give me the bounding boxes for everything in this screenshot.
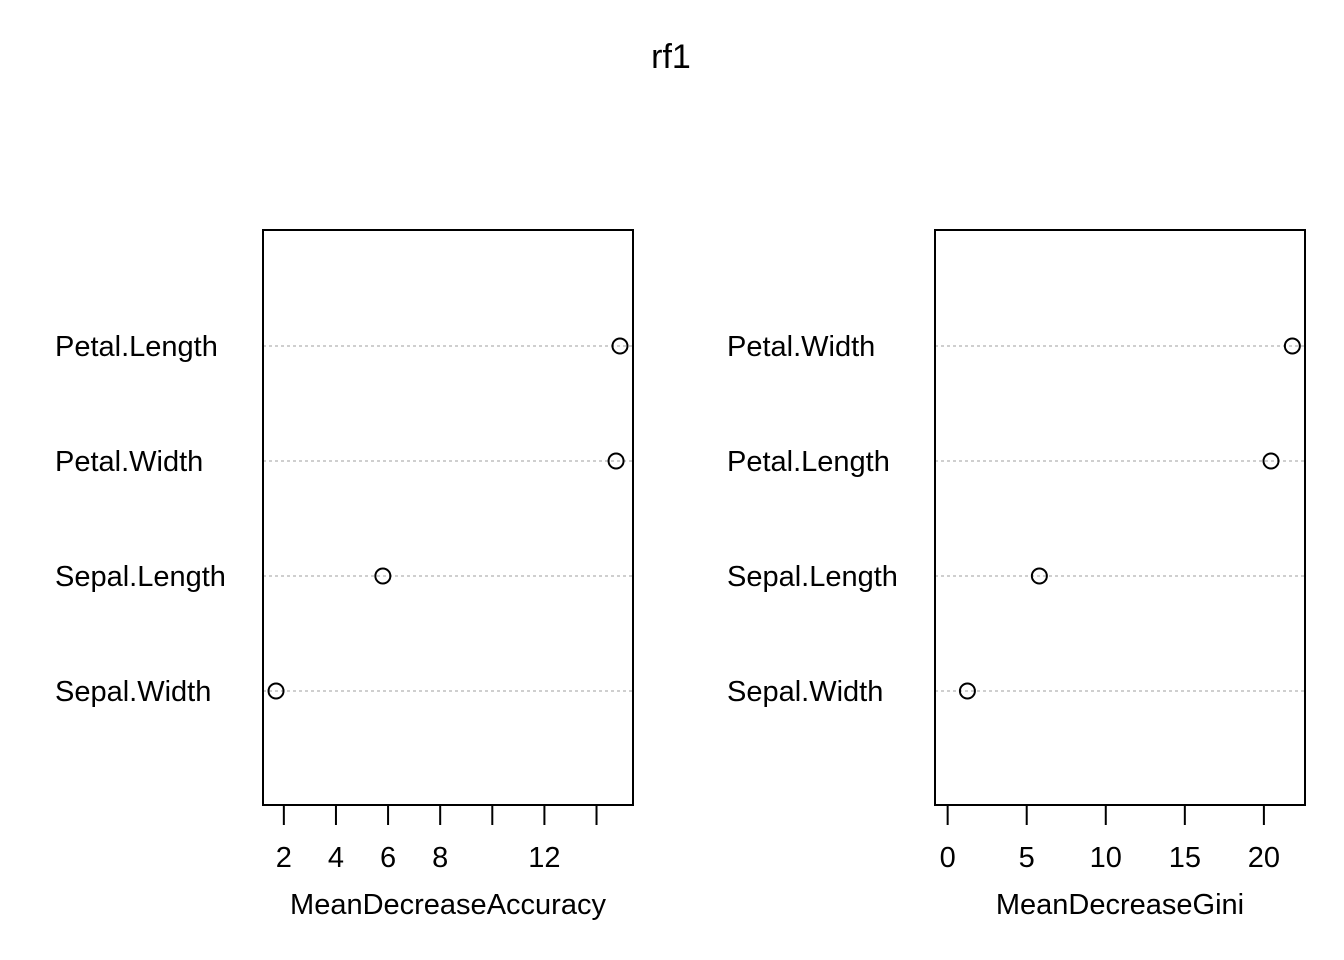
panel-1-category-label: Petal.Length [55, 331, 218, 363]
panel-1-x-tick-label: 2 [276, 842, 292, 874]
panel-1-frame [262, 229, 634, 806]
panel-1-x-axis-label: MeanDecreaseAccuracy [290, 889, 606, 921]
panel-2-frame [934, 229, 1306, 806]
panel-2-x-tick-label: 5 [1019, 842, 1035, 874]
panel-2-category-label: Sepal.Length [727, 561, 898, 593]
panel-1-x-tick-label: 8 [432, 842, 448, 874]
panel-1-x-tick-label: 12 [528, 842, 560, 874]
panel-2-x-tick-label: 10 [1090, 842, 1122, 874]
panel-1-x-tick-label: 4 [328, 842, 344, 874]
panel-2-x-axis-label: MeanDecreaseGini [996, 889, 1244, 921]
chart-title: rf1 [651, 38, 691, 76]
panel-1-category-label: Sepal.Width [55, 676, 211, 708]
panel-1-data-point [374, 567, 392, 585]
panel-2-data-point [958, 682, 976, 700]
panel-1-x-tick-label: 6 [380, 842, 396, 874]
panel-2-category-label: Petal.Width [727, 331, 875, 363]
panel-1-category-label: Sepal.Length [55, 561, 226, 593]
panel-2-x-tick-label: 15 [1169, 842, 1201, 874]
panel-2-data-point [1262, 452, 1280, 470]
panel-2-category-label: Sepal.Width [727, 676, 883, 708]
panel-1-category-label: Petal.Width [55, 446, 203, 478]
panel-2-category-label: Petal.Length [727, 446, 890, 478]
panel-2-data-point [1283, 337, 1301, 355]
panel-2-x-tick-label: 20 [1248, 842, 1280, 874]
panel-2-data-point [1030, 567, 1048, 585]
panel-1-data-point [611, 337, 629, 355]
panel-1-data-point [607, 452, 625, 470]
panel-1-data-point [267, 682, 285, 700]
panel-2-x-tick-label: 0 [940, 842, 956, 874]
